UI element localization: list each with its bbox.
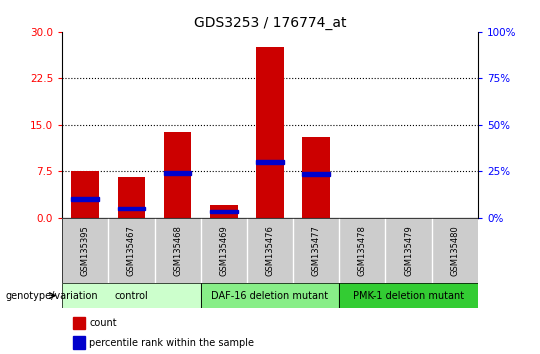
- Text: count: count: [89, 318, 117, 328]
- Bar: [201, 283, 339, 308]
- Bar: [386, 218, 431, 283]
- Bar: [118, 177, 145, 218]
- Bar: [201, 283, 339, 308]
- Bar: [247, 218, 293, 283]
- Text: GDS3253 / 176774_at: GDS3253 / 176774_at: [194, 16, 346, 30]
- Bar: [431, 218, 478, 283]
- Bar: [339, 283, 478, 308]
- Bar: [154, 218, 201, 283]
- Bar: [256, 160, 284, 164]
- Text: GSM135469: GSM135469: [219, 225, 228, 276]
- Bar: [164, 132, 192, 218]
- Bar: [302, 137, 330, 218]
- Bar: [164, 171, 192, 175]
- Bar: [210, 210, 238, 213]
- Text: GSM135467: GSM135467: [127, 225, 136, 276]
- Bar: [71, 197, 99, 201]
- Text: DAF-16 deletion mutant: DAF-16 deletion mutant: [212, 291, 328, 301]
- Bar: [293, 218, 339, 283]
- Bar: [71, 171, 99, 218]
- Bar: [201, 218, 247, 283]
- Bar: [109, 218, 154, 283]
- Text: GSM135480: GSM135480: [450, 225, 460, 276]
- Text: GSM135477: GSM135477: [312, 225, 321, 276]
- Text: GSM135468: GSM135468: [173, 225, 182, 276]
- Bar: [256, 47, 284, 218]
- Bar: [302, 172, 330, 176]
- Bar: [118, 207, 145, 210]
- Text: control: control: [114, 291, 148, 301]
- Bar: [210, 205, 238, 218]
- Text: genotype/variation: genotype/variation: [5, 291, 98, 301]
- Text: GSM135479: GSM135479: [404, 225, 413, 276]
- Bar: [62, 283, 201, 308]
- Text: GSM135395: GSM135395: [80, 225, 90, 276]
- Bar: [339, 283, 478, 308]
- Bar: [62, 218, 109, 283]
- Text: PMK-1 deletion mutant: PMK-1 deletion mutant: [353, 291, 464, 301]
- Text: GSM135478: GSM135478: [358, 225, 367, 276]
- Text: percentile rank within the sample: percentile rank within the sample: [89, 338, 254, 348]
- Text: GSM135476: GSM135476: [266, 225, 274, 276]
- Bar: [62, 283, 201, 308]
- Bar: [339, 218, 386, 283]
